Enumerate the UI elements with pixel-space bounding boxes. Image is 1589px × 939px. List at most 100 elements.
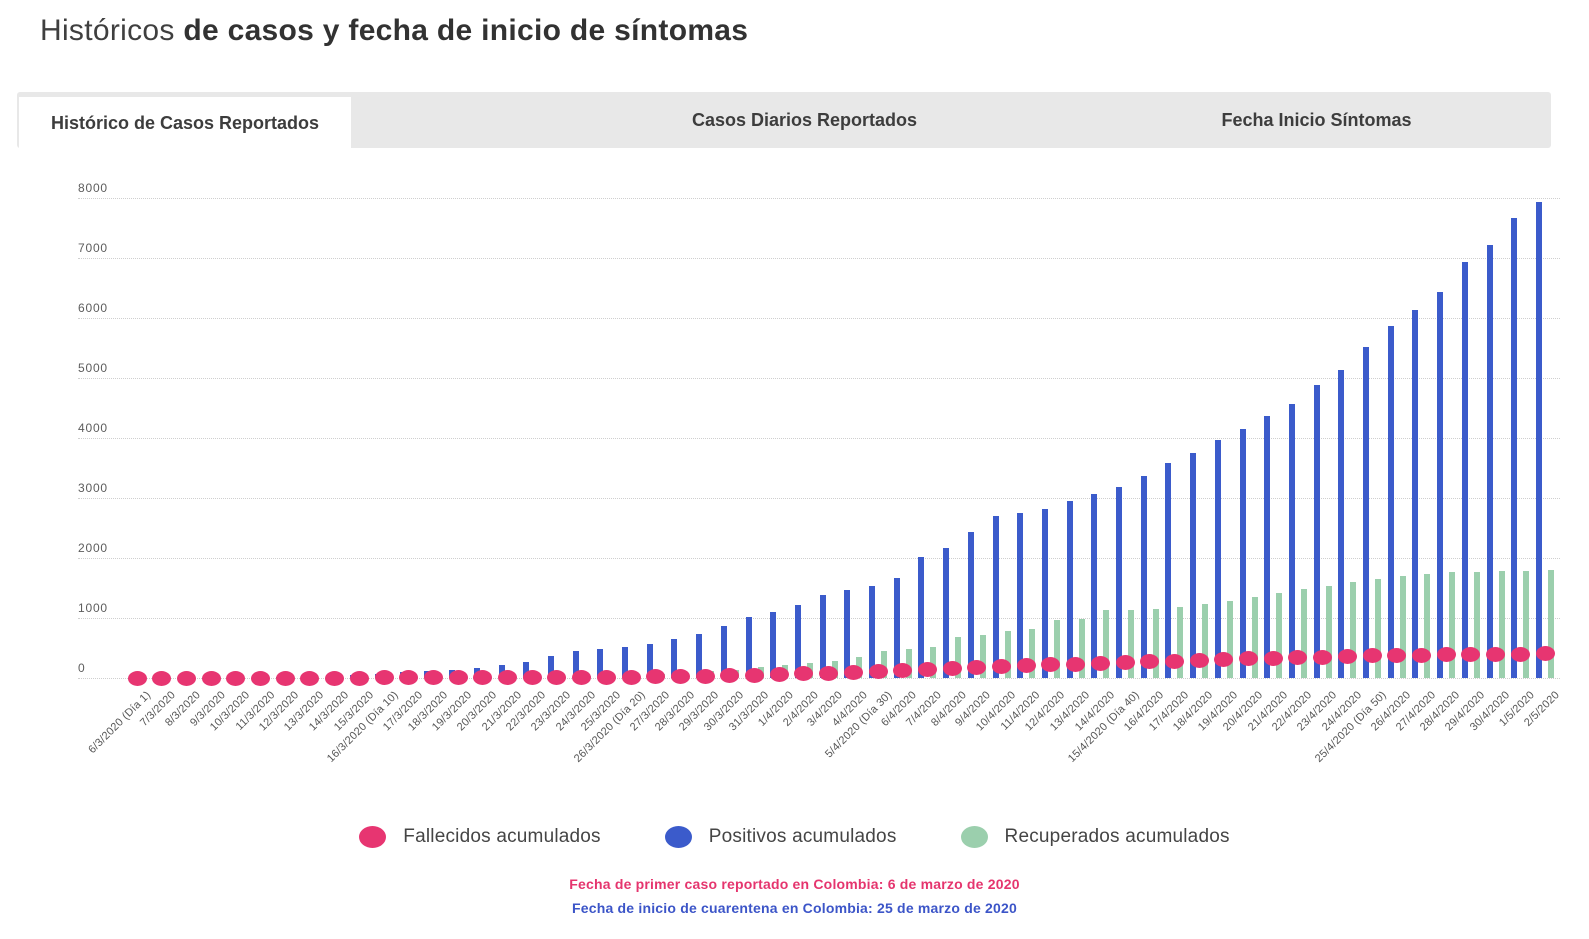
fallecidos-dot bbox=[152, 670, 172, 686]
positivos-bar bbox=[893, 577, 900, 678]
x-tick-label: 6/4/2020 bbox=[879, 689, 920, 729]
positivos-bar bbox=[770, 612, 777, 678]
positivos-bar bbox=[1041, 508, 1048, 678]
tab-label: Casos Diarios Reportados bbox=[691, 109, 918, 130]
fallecidos-dot bbox=[1239, 651, 1259, 667]
positivos-bar bbox=[300, 675, 307, 678]
fallecidos-dot bbox=[423, 670, 443, 686]
recuperados-bar bbox=[930, 647, 937, 678]
fallecidos-dot bbox=[448, 670, 468, 686]
positivos-bar bbox=[226, 677, 233, 678]
fallecidos-dot bbox=[1362, 648, 1382, 664]
recuperados-bar bbox=[955, 637, 962, 678]
x-tick-label: 15/4/2020 (Día 40) bbox=[1065, 689, 1142, 765]
x-tick-label: 22/3/2020 bbox=[504, 689, 549, 734]
x-tick-label: 6/3/2020 (Día 1) bbox=[86, 689, 154, 756]
positivos-bar bbox=[794, 604, 801, 678]
gridline bbox=[78, 438, 1560, 439]
recuperados-bar bbox=[683, 672, 690, 678]
positivos-bar bbox=[597, 648, 604, 678]
fallecidos-dot bbox=[720, 668, 740, 684]
recuperados-bar bbox=[806, 663, 813, 678]
fallecidos-dot bbox=[1486, 646, 1506, 662]
recuperados-bar bbox=[708, 671, 715, 678]
page-title: Históricos de casos y fecha de inicio de… bbox=[40, 14, 748, 48]
fallecidos-dot bbox=[275, 670, 295, 686]
x-tick-label: 20/4/2020 bbox=[1220, 689, 1266, 734]
recuperados-bar bbox=[510, 677, 517, 678]
x-tick-label: 18/3/2020 bbox=[405, 689, 450, 734]
x-tick-label: 19/4/2020 bbox=[1196, 689, 1241, 734]
fallecidos-dot bbox=[967, 659, 987, 675]
fallecidos-dot bbox=[794, 666, 814, 682]
x-tick-label: 2/5/2020 bbox=[1521, 689, 1562, 729]
positivos-bar bbox=[1511, 217, 1518, 678]
fallecidos-dot bbox=[349, 670, 369, 686]
fallecidos-dot bbox=[1066, 656, 1086, 672]
tab-casos-diarios-reportados[interactable]: Casos Diarios Reportados bbox=[352, 92, 1167, 148]
x-tick-label: 1/5/2020 bbox=[1496, 689, 1537, 729]
legend-item-positivos: Positivos acumulados bbox=[664, 826, 897, 848]
positivos-bar bbox=[1017, 513, 1024, 678]
recuperados-bar bbox=[634, 674, 641, 678]
positivos-bar bbox=[992, 516, 999, 678]
y-tick-label: 3000 bbox=[78, 481, 108, 495]
positivos-bar bbox=[1214, 440, 1221, 678]
positivos-bar bbox=[1239, 429, 1246, 678]
fallecidos-dot bbox=[1411, 647, 1431, 663]
x-tick-label: 14/3/2020 bbox=[306, 689, 352, 734]
legend-item-fallecidos: Fallecidos acumulados bbox=[359, 826, 601, 848]
positivos-bar bbox=[1091, 494, 1098, 678]
fallecidos-dot bbox=[621, 669, 641, 685]
positivos-bar bbox=[251, 677, 258, 678]
fallecidos-dot bbox=[1140, 654, 1160, 670]
recuperados-bar bbox=[1053, 620, 1060, 678]
x-tick-label: 4/4/2020 bbox=[829, 689, 870, 729]
positivos-bar bbox=[1486, 244, 1493, 678]
gridline bbox=[78, 258, 1560, 259]
chart-footnotes: Fecha de primer caso reportado en Colomb… bbox=[0, 872, 1589, 920]
positivos-bar bbox=[967, 531, 974, 678]
recuperados-bar bbox=[1449, 572, 1456, 678]
recuperados-bar bbox=[1473, 571, 1480, 678]
fallecidos-dot bbox=[1189, 652, 1209, 668]
x-tick-label: 11/3/2020 bbox=[233, 689, 278, 733]
positivos-bar bbox=[1066, 501, 1073, 678]
x-tick-label: 19/3/2020 bbox=[430, 689, 475, 734]
gridline bbox=[78, 678, 1560, 679]
positivos-bar bbox=[424, 671, 431, 678]
tab-historico-de-casos-reportados[interactable]: Histórico de Casos Reportados bbox=[19, 97, 351, 150]
positivos-bar bbox=[1412, 309, 1419, 678]
gridline bbox=[78, 558, 1560, 559]
recuperados-bar bbox=[782, 664, 789, 678]
positivos-bar bbox=[572, 651, 579, 678]
fallecidos-dot bbox=[547, 670, 567, 686]
x-tick-label: 11/4/2020 bbox=[998, 689, 1043, 733]
positivos-bar bbox=[646, 643, 653, 678]
positivos-bar bbox=[1190, 453, 1197, 678]
x-tick-label: 8/3/2020 bbox=[162, 689, 203, 729]
fallecidos-dot bbox=[251, 670, 270, 686]
recuperados-bar bbox=[757, 667, 764, 678]
x-tick-label: 26/4/2020 bbox=[1368, 689, 1414, 734]
fallecidos-dot bbox=[917, 661, 937, 677]
x-tick-label: 28/3/2020 bbox=[652, 689, 697, 734]
x-tick-label: 5/4/2020 (Día 30) bbox=[823, 689, 895, 761]
y-tick-label: 4000 bbox=[78, 421, 108, 435]
x-tick-label: 10/3/2020 bbox=[207, 689, 253, 734]
positivos-bar bbox=[819, 594, 826, 678]
fallecidos-dot bbox=[522, 670, 542, 686]
tab-label: Fecha Inicio Síntomas bbox=[1221, 109, 1412, 130]
positivos-bar bbox=[1536, 201, 1542, 678]
tab-bar: Histórico de Casos Reportados Casos Diar… bbox=[17, 92, 1551, 150]
fallecidos-dot bbox=[1115, 655, 1135, 671]
fallecidos-dot bbox=[1016, 657, 1036, 673]
recuperados-bar bbox=[979, 635, 986, 678]
recuperados-bar bbox=[1300, 589, 1307, 678]
positivos-bar bbox=[1313, 385, 1320, 678]
positivos-bar bbox=[1288, 404, 1295, 678]
tab-fecha-inicio-sintomas[interactable]: Fecha Inicio Síntomas bbox=[1167, 92, 1551, 148]
recuperados-bar bbox=[584, 676, 591, 678]
fallecidos-dot bbox=[226, 670, 246, 686]
